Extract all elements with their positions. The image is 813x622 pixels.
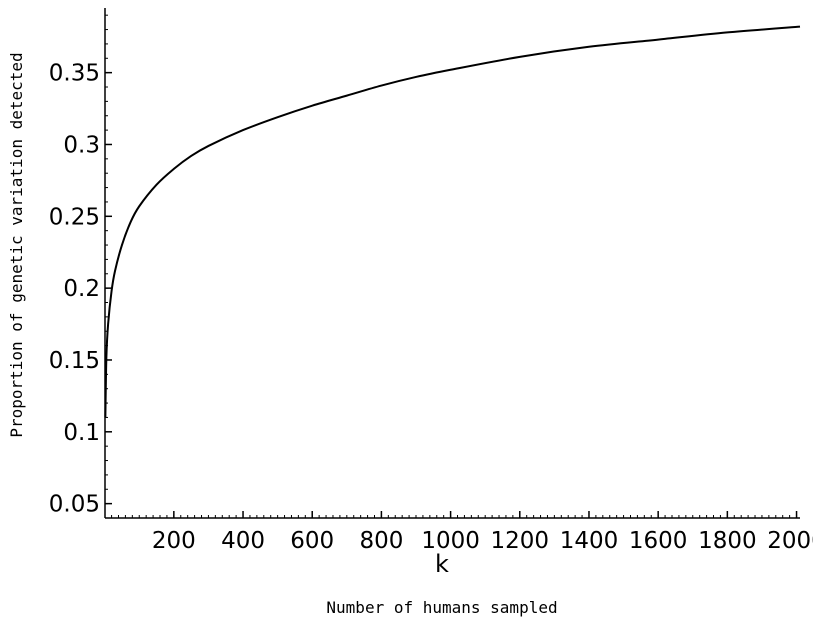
- y-tick-label: 0.3: [63, 132, 100, 158]
- x-tick-label: 1000: [421, 528, 480, 554]
- y-tick-label: 0.05: [49, 492, 100, 518]
- x-tick-label: 800: [359, 528, 403, 554]
- y-tick-label: 0.2: [63, 276, 100, 302]
- y-tick-label: 0.25: [49, 204, 100, 230]
- y-tick-label: 0.1: [63, 420, 100, 446]
- x-tick-label: 1200: [491, 528, 550, 554]
- y-axis-title: Proportion of genetic variation detected: [7, 52, 26, 437]
- x-tick-label: 2000: [767, 528, 813, 554]
- x-tick-label: 200: [152, 528, 196, 554]
- series-layer: [104, 25, 801, 418]
- axes: [104, 8, 800, 519]
- y-tick-label: 0.35: [49, 61, 100, 87]
- x-variable-label: k: [435, 550, 449, 578]
- series-line-0: [104, 25, 801, 418]
- x-tick-label: 400: [221, 528, 265, 554]
- x-tick-label: 1400: [560, 528, 619, 554]
- x-tick-label: 1600: [629, 528, 688, 554]
- y-tick-label: 0.15: [49, 348, 100, 374]
- tick-labels: 0.05 0.1 0.15 0.2 0.25 0.3 0.35 200 400 600 800 100…: [49, 61, 813, 554]
- x-tick-label: 1800: [698, 528, 757, 554]
- x-tick-label: 600: [290, 528, 334, 554]
- ticks: [105, 14, 798, 518]
- x-axis-title: Number of humans sampled: [326, 598, 557, 617]
